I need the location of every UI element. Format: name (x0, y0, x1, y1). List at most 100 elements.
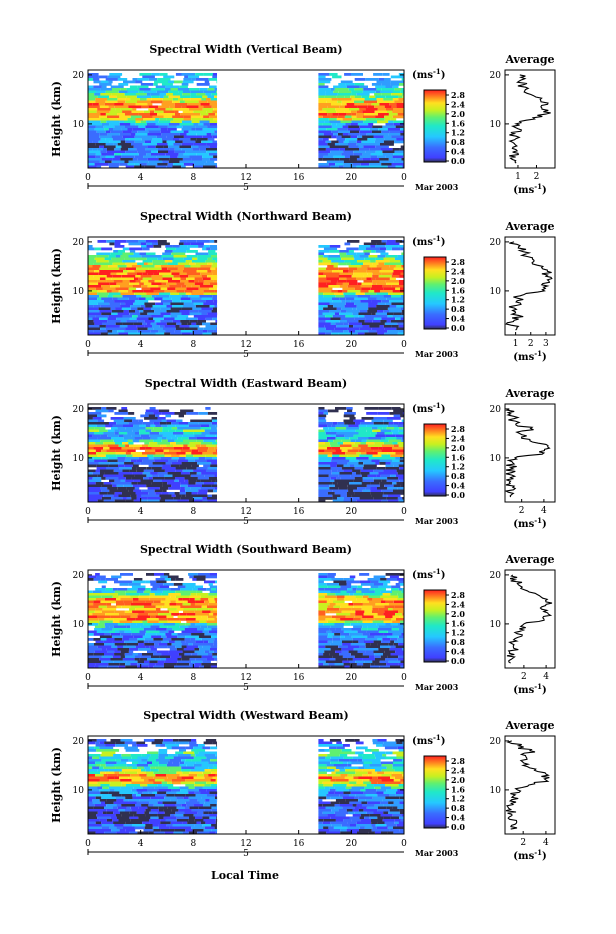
colorbar-tick-label: 1.6 (451, 452, 465, 462)
heatmap-cell (141, 797, 150, 800)
heatmap-cell (352, 447, 360, 450)
heatmap-cell (106, 762, 117, 765)
heatmap-cell (99, 492, 107, 495)
heatmap-cell (195, 598, 201, 601)
heatmap-cell (115, 492, 122, 495)
heatmap-cell (360, 328, 372, 331)
heatmap-cell (206, 470, 217, 473)
heatmap-cell (94, 633, 105, 636)
heatmap-cell (341, 782, 350, 785)
heatmap-cell (88, 445, 100, 448)
heatmap-cell (156, 578, 165, 581)
heatmap-cell (385, 138, 396, 141)
heatmap-cell (120, 573, 133, 576)
heatmap-cell (393, 270, 404, 273)
heatmap-cell (318, 163, 328, 166)
heatmap-cell (135, 133, 147, 136)
heatmap-cell (390, 305, 397, 308)
heatmap-cell (132, 757, 138, 760)
heatmap-cell (118, 265, 127, 268)
heatmap-cell (101, 827, 109, 830)
heatmap-cell (318, 757, 325, 760)
heatmap-cell (175, 591, 186, 594)
panel-title: Spectral Width (Northward Beam) (140, 210, 352, 223)
heatmap-cell (189, 631, 203, 634)
heatmap-cell (326, 278, 339, 281)
heatmap-cell (106, 263, 112, 266)
heatmap-cell (377, 593, 383, 596)
heatmap-cell (355, 656, 360, 659)
heatmap-cell (109, 73, 122, 76)
heatmap-cell (349, 603, 354, 606)
heatmap-cell (367, 310, 377, 313)
heatmap-cell (125, 93, 136, 96)
heatmap-cell (368, 103, 372, 106)
heatmap-cell (168, 143, 174, 146)
x-tick-label: 20 (346, 839, 358, 849)
heatmap-cell (180, 485, 187, 488)
heatmap-cell (192, 809, 205, 812)
x-tick-label: 12 (240, 839, 251, 849)
heatmap-cell (162, 784, 173, 787)
heatmap-cell (365, 407, 379, 410)
heatmap-cell (323, 427, 328, 430)
panel-4: Spectral Width (Westward Beam)2010Height… (50, 709, 555, 862)
heatmap-cell (125, 161, 129, 164)
heatmap-cell (212, 742, 217, 745)
heatmap-cell (190, 313, 202, 316)
heatmap-cell (122, 784, 126, 787)
heatmap-cell (318, 623, 323, 626)
heatmap-cell (338, 646, 348, 649)
x-tick-label: 12 (240, 340, 251, 350)
heatmap-cell (147, 273, 153, 276)
heatmap-cell (192, 270, 196, 273)
heatmap-cell (331, 467, 342, 470)
heatmap-cell (375, 116, 384, 119)
heatmap-cell (325, 450, 335, 453)
heatmap-cell (161, 260, 165, 263)
heatmap-cell (180, 497, 193, 500)
heatmap-cell (344, 578, 350, 581)
heatmap-cell (213, 118, 217, 121)
heatmap-cell (370, 779, 382, 782)
heatmap-cell (399, 636, 404, 639)
heatmap-cell (184, 290, 192, 293)
heatmap-cell (88, 260, 96, 263)
heatmap-cell (353, 777, 358, 780)
heatmap-cell (209, 608, 213, 611)
heatmap-cell (366, 108, 378, 111)
panel-0: Spectral Width (Vertical Beam)2010Height… (50, 43, 555, 196)
heatmap-cell (198, 588, 207, 591)
heatmap-cell (114, 440, 128, 443)
heatmap-cell (88, 618, 99, 621)
heatmap-cell (356, 747, 368, 750)
heatmap-cell (168, 631, 174, 634)
heatmap-cell (179, 626, 188, 629)
heatmap-cell (102, 628, 113, 631)
heatmap-cell (123, 470, 130, 473)
heatmap-cell (146, 298, 155, 301)
heatmap-cell (176, 495, 182, 498)
heatmap-cell (340, 606, 354, 609)
heatmap-cell (318, 417, 325, 420)
heatmap-cell (94, 460, 107, 463)
heatmap-cell (203, 772, 211, 775)
heatmap-cell (138, 817, 150, 820)
heatmap-cell (207, 96, 214, 99)
heatmap-cell (363, 480, 374, 483)
heatmap-cell (137, 767, 144, 770)
heatmap-cell (99, 658, 110, 661)
heatmap-cell (133, 78, 138, 81)
heatmap-cell (88, 447, 93, 450)
heatmap-cell (186, 455, 193, 458)
heatmap-cell (152, 325, 160, 328)
heatmap-cell (164, 452, 176, 455)
heatmap-cell (368, 628, 378, 631)
heatmap-cell (99, 318, 107, 321)
heatmap-cell (201, 596, 214, 599)
heatmap-cell (130, 623, 136, 626)
heatmap-cell (212, 310, 217, 313)
heatmap-cell (373, 767, 386, 770)
heatmap-cell (338, 470, 344, 473)
